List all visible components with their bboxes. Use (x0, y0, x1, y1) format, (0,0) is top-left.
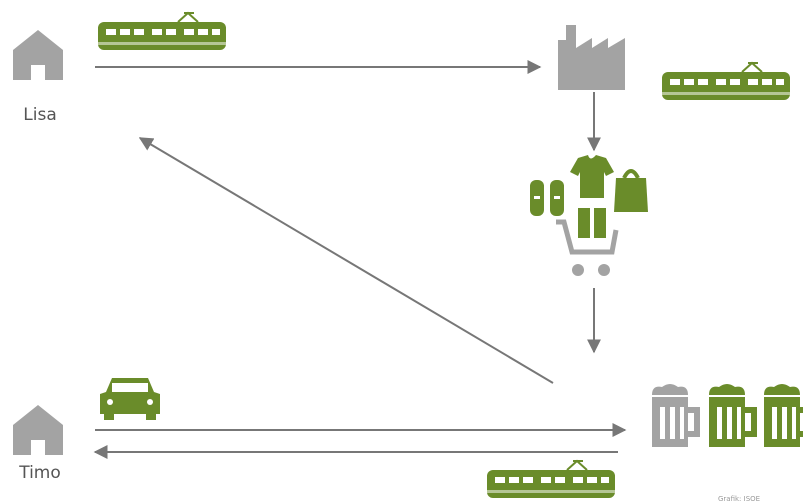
person-label: Timo (18, 463, 61, 483)
beer-icon (764, 384, 803, 447)
bag-icon (614, 169, 648, 212)
tram-icon (486, 460, 616, 499)
person-label: Lisa (23, 105, 56, 125)
house-icon (13, 405, 63, 455)
beer-icon (709, 384, 757, 447)
house-icon (13, 30, 63, 80)
factory-icon (558, 25, 625, 90)
shoes-icon (530, 180, 564, 216)
car-icon (100, 378, 160, 420)
tram-icon (97, 12, 227, 51)
arrow (138, 137, 554, 384)
shirt-icon (570, 155, 614, 198)
cart-icon (556, 208, 619, 276)
beer-icon (652, 384, 700, 447)
tram-icon (661, 62, 791, 101)
credit: Grafik: ISOE (718, 495, 760, 503)
